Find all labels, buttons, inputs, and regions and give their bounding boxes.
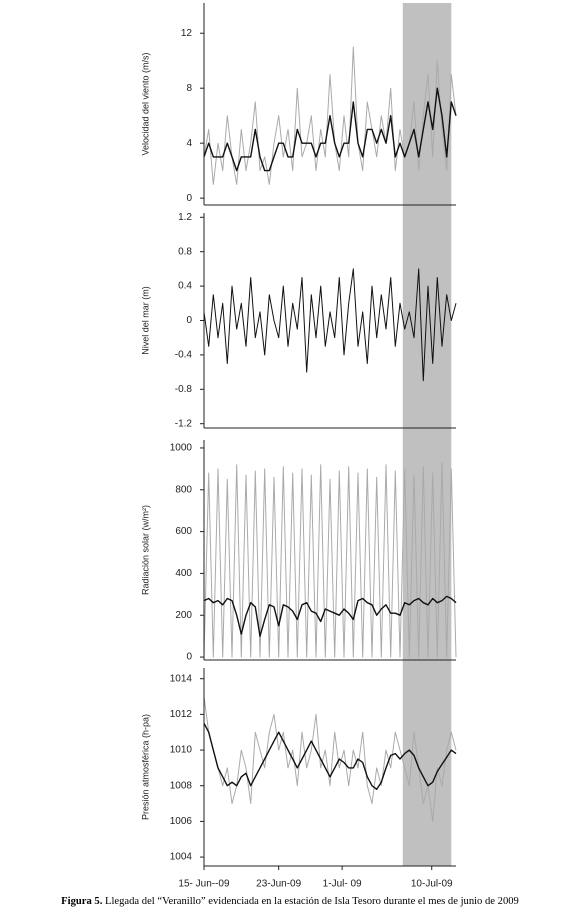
caption-text: Llegada del “Veranillo” evidenciada en l… — [105, 896, 519, 907]
y-tick-label: 1008 — [170, 780, 193, 791]
y-tick-label: 12 — [181, 28, 193, 39]
x-tick-label: 15- Jun--09 — [178, 879, 230, 890]
y-tick-label: 1012 — [170, 709, 193, 720]
data-line — [203, 268, 457, 382]
figure: 0 4 8 12 Velocidad del viento (m/s) -1.2 -0.8 -… — [140, 3, 457, 890]
y-tick-label: 1014 — [170, 673, 193, 684]
y-tick-label: 1.2 — [178, 212, 192, 223]
y-axis-label: Presión atmosférica (h-pa) — [140, 714, 150, 820]
shaded-period — [402, 3, 452, 866]
caption-label: Figura 5. — [61, 896, 103, 907]
y-tick-label: -0.8 — [175, 384, 193, 395]
y-tick-label: 800 — [175, 484, 192, 495]
data-line — [203, 87, 457, 172]
x-tick-label: 1-Jul- 09 — [323, 879, 362, 890]
x-tick-label: 10-Jul-09 — [411, 879, 453, 890]
y-tick-label: 0 — [186, 652, 192, 663]
y-tick-label: 8 — [186, 83, 192, 94]
y-tick-label: 0.4 — [178, 281, 192, 292]
y-tick-label: 0 — [186, 315, 192, 326]
y-axis-label: Radiación solar (w/m²) — [140, 505, 150, 595]
data-line — [203, 595, 457, 637]
y-tick-label: 200 — [175, 610, 192, 621]
y-tick-label: 0 — [186, 193, 192, 204]
caption: Figura 5. Llegada del “Veranillo” eviden… — [0, 896, 580, 907]
y-tick-label: -1.2 — [175, 418, 193, 429]
data-line — [203, 462, 457, 658]
y-tick-label: 4 — [186, 138, 192, 149]
y-axis-label: Velocidad del viento (m/s) — [140, 52, 150, 155]
y-tick-label: 1010 — [170, 745, 193, 756]
y-axis-label: Nivel del mar (m) — [140, 286, 150, 355]
y-tick-label: -0.4 — [175, 350, 193, 361]
x-tick-label: 23-Jun-09 — [256, 879, 301, 890]
y-tick-label: 1006 — [170, 816, 193, 827]
y-tick-label: 1000 — [170, 443, 193, 454]
y-tick-label: 0.8 — [178, 246, 192, 257]
data-line — [203, 696, 457, 822]
data-line — [203, 722, 457, 790]
y-tick-label: 600 — [175, 526, 192, 537]
y-tick-label: 1004 — [170, 852, 193, 863]
y-tick-label: 400 — [175, 568, 192, 579]
data-line — [203, 46, 457, 185]
